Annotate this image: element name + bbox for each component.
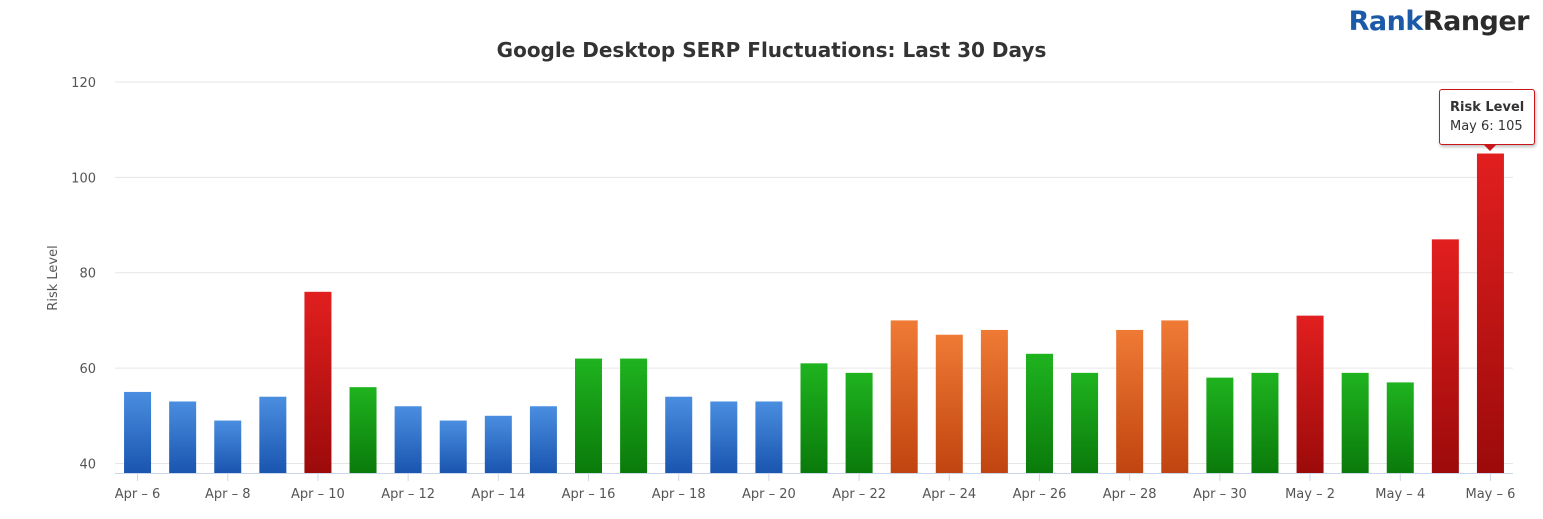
bar-apr-27[interactable]: [1071, 372, 1099, 473]
bar-apr-19[interactable]: [710, 401, 738, 473]
bar-may-4[interactable]: [1386, 382, 1414, 473]
x-tick-label: Apr – 10: [291, 487, 345, 502]
x-tick-label: Apr – 28: [1103, 487, 1157, 502]
bar-apr-22[interactable]: [845, 372, 873, 473]
bar-may-1[interactable]: [1251, 372, 1279, 473]
y-tick-label: 60: [79, 362, 96, 377]
bar-apr-12[interactable]: [394, 406, 422, 473]
x-tick-label: May – 4: [1375, 487, 1425, 502]
bar-apr-18[interactable]: [665, 396, 693, 473]
bar-apr-30[interactable]: [1206, 377, 1234, 473]
x-tick-label: Apr – 18: [652, 487, 706, 502]
bar-apr-21[interactable]: [800, 363, 828, 473]
x-tick-label: May – 2: [1285, 487, 1335, 502]
x-tick-label: Apr – 24: [922, 487, 976, 502]
tooltip: Risk Level May 6: 105: [1439, 89, 1536, 145]
y-tick-label: 40: [79, 457, 96, 472]
x-tick-label: Apr – 14: [471, 487, 525, 502]
bar-apr-29[interactable]: [1161, 320, 1189, 473]
bar-apr-16[interactable]: [575, 358, 603, 473]
bar-apr-15[interactable]: [529, 406, 557, 473]
y-tick-label: 120: [71, 76, 96, 91]
bar-apr-17[interactable]: [620, 358, 648, 473]
bar-apr-9[interactable]: [259, 396, 287, 473]
y-tick-label: 80: [79, 267, 96, 282]
x-tick-label: Apr – 30: [1193, 487, 1247, 502]
x-tick-label: Apr – 22: [832, 487, 886, 502]
bar-apr-8[interactable]: [214, 420, 242, 473]
x-tick-label: Apr – 16: [562, 487, 616, 502]
bar-apr-7[interactable]: [169, 401, 197, 473]
x-tick-label: Apr – 8: [205, 487, 251, 502]
bar-apr-20[interactable]: [755, 401, 783, 473]
bar-apr-24[interactable]: [935, 334, 963, 473]
grid-lines: 40 60 80 100 120: [71, 76, 1513, 472]
logo-ranger: Ranger: [1422, 6, 1530, 37]
y-axis-label: Risk Level: [46, 245, 61, 310]
logo-rank: Rank: [1348, 6, 1424, 37]
x-axis: Apr – 6 Apr – 8 Apr – 10 Apr – 12 Apr – 14 Ap…: [115, 473, 1515, 502]
bar-apr-6[interactable]: [124, 391, 152, 473]
x-tick-label: Apr – 12: [381, 487, 435, 502]
bar-apr-23[interactable]: [890, 320, 918, 473]
bar-may-2[interactable]: [1296, 315, 1324, 473]
rankranger-logo: RankRanger: [1348, 6, 1530, 37]
bar-apr-10[interactable]: [304, 291, 332, 473]
bar-apr-25[interactable]: [980, 329, 1008, 473]
tooltip-title: Risk Level: [1450, 100, 1525, 115]
bars: [124, 153, 1504, 473]
bar-apr-28[interactable]: [1116, 329, 1144, 473]
tooltip-text: May 6: 105: [1450, 119, 1523, 134]
bar-apr-13[interactable]: [439, 420, 467, 473]
bar-may-3[interactable]: [1341, 372, 1369, 473]
bar-may-5[interactable]: [1431, 239, 1459, 473]
bar-apr-11[interactable]: [349, 387, 377, 473]
chart-title: Google Desktop SERP Fluctuations: Last 3…: [496, 38, 1047, 62]
bar-may-6[interactable]: [1476, 153, 1504, 473]
y-tick-label: 100: [71, 171, 96, 186]
bar-apr-26[interactable]: [1025, 353, 1053, 473]
x-tick-label: Apr – 20: [742, 487, 796, 502]
x-tick-label: Apr – 6: [115, 487, 161, 502]
x-tick-label: Apr – 26: [1013, 487, 1067, 502]
x-tick-label: May – 6: [1465, 487, 1515, 502]
bar-apr-14[interactable]: [484, 415, 512, 473]
tooltip-arrow: [1483, 144, 1497, 151]
